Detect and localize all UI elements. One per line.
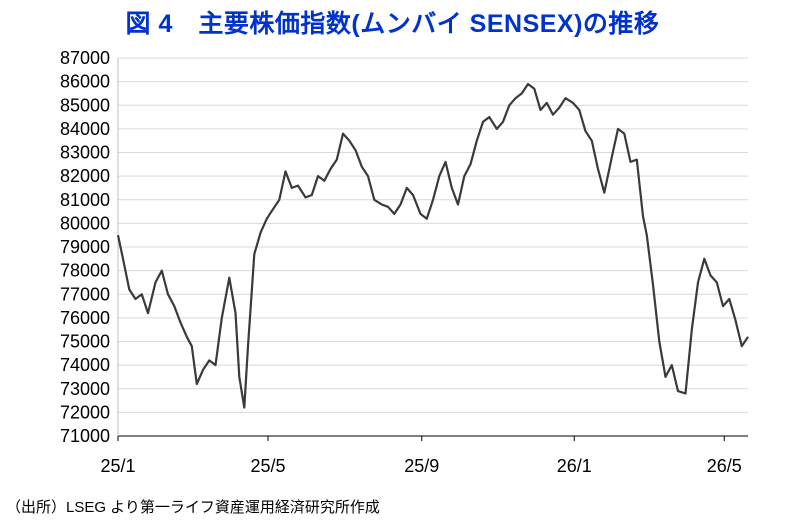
gridlines: [118, 57, 748, 413]
series-line: [116, 82, 749, 409]
y-tick-label: 71000: [60, 426, 110, 446]
y-tick-label: 73000: [60, 379, 110, 399]
y-tick-label: 77000: [60, 284, 110, 304]
x-tick-label: 25/5: [250, 456, 285, 476]
x-axis-tick-labels: 25/1 25/5 25/9 26/1 26/5: [100, 456, 741, 476]
y-tick-label: 86000: [60, 72, 110, 92]
y-tick-label: 84000: [60, 119, 110, 139]
y-tick-label: 85000: [60, 95, 110, 115]
y-tick-label: 87000: [60, 48, 110, 68]
chart-title: 図 4 主要株価指数(ムンバイ SENSEX)の推移: [125, 10, 660, 38]
x-tick-label: 26/1: [557, 456, 592, 476]
x-tick-label: 25/1: [100, 456, 135, 476]
y-tick-label: 80000: [60, 213, 110, 233]
y-axis-tick-labels: 71000 72000 73000 74000 75000 76000 77000 78000…: [60, 48, 110, 446]
axes: [117, 58, 748, 441]
x-tick-label: 26/5: [707, 456, 742, 476]
y-tick-label: 79000: [60, 237, 110, 257]
y-tick-label: 72000: [60, 402, 110, 422]
y-tick-label: 78000: [60, 261, 110, 281]
y-tick-label: 75000: [60, 332, 110, 352]
y-tick-label: 74000: [60, 355, 110, 375]
series-lines: [116, 82, 749, 409]
y-tick-label: 82000: [60, 166, 110, 186]
x-tick-label: 25/9: [404, 456, 439, 476]
source-note: （出所）LSEG より第一ライフ資産運用経済研究所作成: [6, 499, 380, 516]
y-tick-label: 76000: [60, 308, 110, 328]
y-tick-label: 81000: [60, 190, 110, 210]
y-tick-label: 83000: [60, 143, 110, 163]
